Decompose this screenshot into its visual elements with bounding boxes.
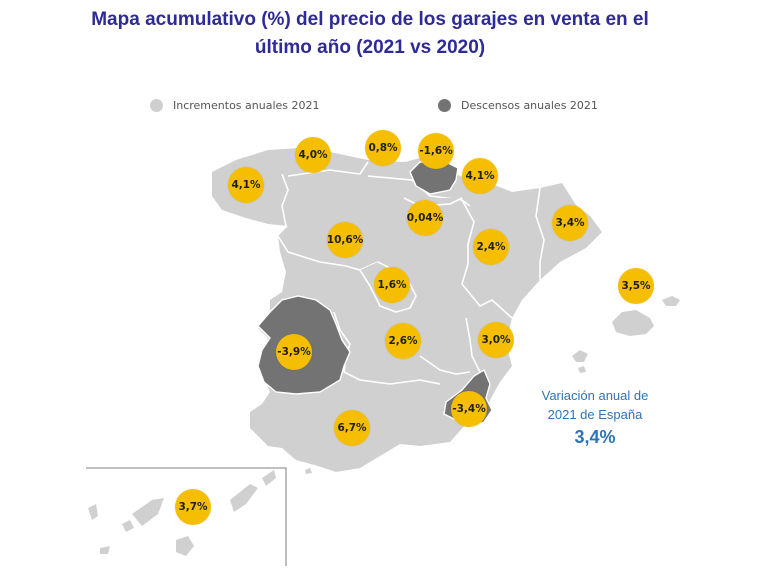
canary-la-gomera: [122, 520, 134, 532]
canary-el-hierro: [100, 546, 110, 554]
map-title-line-2: último año (2021 vs 2020): [254, 37, 486, 58]
ceuta: [305, 468, 312, 474]
balearic-menorca: [662, 296, 680, 306]
national-label-line-2: 2021 de España: [547, 407, 643, 422]
canary-inset-frame: [86, 467, 287, 566]
national-variation: Variación anual de 2021 de España 3,4%: [520, 386, 670, 450]
map-title-line-1: Mapa acumulativo (%) del precio de los g…: [91, 9, 649, 30]
balearic-formentera: [578, 366, 586, 373]
canary-gran-canaria: [176, 536, 194, 556]
value-bubble-la-rioja: 0,04%: [407, 200, 443, 236]
value-bubble-madrid: 1,6%: [374, 267, 410, 303]
value-bubble-pa-s-vasco: -1,6%: [418, 133, 454, 169]
value-bubble-extremadura: -3,9%: [276, 334, 312, 370]
legend-increase-label: Incrementos anuales 2021: [173, 98, 320, 112]
national-value: 3,4%: [574, 427, 616, 447]
legend-decrease-label: Descensos anuales 2021: [461, 98, 598, 112]
value-bubble-andaluc-a: 6,7%: [334, 410, 370, 446]
value-bubble-murcia: -3,4%: [451, 391, 487, 427]
value-bubble-navarra: 4,1%: [462, 158, 498, 194]
value-bubble-castilla-la-mancha: 2,6%: [385, 323, 421, 359]
value-bubble-catalu-a: 3,4%: [552, 205, 588, 241]
map-title: Mapa acumulativo (%) del precio de los g…: [0, 6, 740, 62]
legend-decrease-swatch: [438, 98, 451, 112]
canary-la-palma: [88, 504, 98, 520]
value-bubble-arag-n: 2,4%: [473, 229, 509, 265]
legend-decrease: Descensos anuales 2021: [438, 96, 598, 114]
legend-increase: Incrementos anuales 2021: [150, 96, 320, 114]
value-bubble-canarias: 3,7%: [175, 489, 211, 525]
balearic-mallorca: [612, 310, 654, 336]
legend-increase-swatch: [150, 98, 163, 112]
canary-tenerife: [132, 498, 164, 526]
value-bubble-asturias: 4,0%: [295, 137, 331, 173]
canary-fuerteventura: [230, 484, 258, 512]
balearic-ibiza: [572, 350, 588, 362]
national-label-line-1: Variación anual de: [541, 388, 649, 403]
value-bubble-baleares: 3,5%: [618, 268, 654, 304]
value-bubble-castilla-y-le-n: 10,6%: [327, 222, 363, 258]
value-bubble-c-valenciana: 3,0%: [478, 322, 514, 358]
value-bubble-galicia: 4,1%: [228, 167, 264, 203]
value-bubble-cantabria: 0,8%: [365, 130, 401, 166]
canary-lanzarote: [262, 470, 276, 486]
